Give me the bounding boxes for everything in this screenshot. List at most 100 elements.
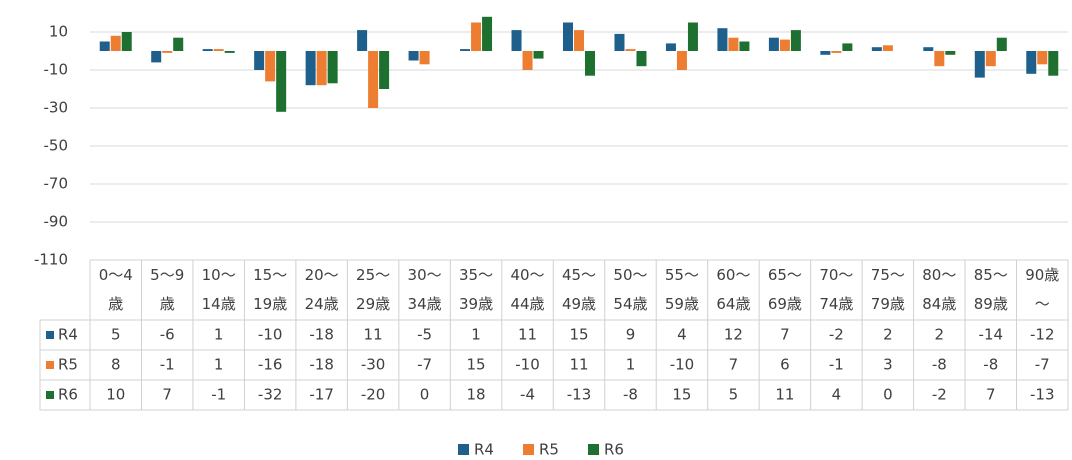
bar <box>327 51 338 84</box>
table-legend-key <box>46 331 54 339</box>
bar <box>482 16 493 51</box>
table-value: 4 <box>677 326 687 344</box>
bar <box>511 30 522 51</box>
table-value: 2 <box>883 326 893 344</box>
table-legend-key <box>46 391 54 399</box>
table-value: -20 <box>361 386 386 404</box>
bar <box>625 49 636 51</box>
bar <box>408 51 419 61</box>
x-tick-label: 45～ 49歳 <box>562 266 596 313</box>
table-value: 1 <box>471 326 481 344</box>
table-value: -16 <box>258 356 283 374</box>
table-value: 11 <box>775 386 794 404</box>
table-value: -30 <box>361 356 386 374</box>
x-tick-label: 50～ 54歳 <box>613 266 647 313</box>
table-value: 3 <box>883 356 893 374</box>
table-value: 18 <box>467 386 486 404</box>
bar <box>121 32 132 51</box>
table-value: 8 <box>111 356 121 374</box>
bar <box>768 37 779 51</box>
bar <box>460 49 471 51</box>
y-tick-label: -70 <box>44 175 69 193</box>
bar <box>574 30 584 51</box>
table-value: -10 <box>670 356 695 374</box>
bar <box>728 37 739 51</box>
table-value: 11 <box>569 356 588 374</box>
bar <box>471 22 482 51</box>
bar <box>687 22 698 51</box>
legend-key <box>458 444 469 455</box>
bar <box>923 47 934 51</box>
table-value: -17 <box>309 386 334 404</box>
x-tick-label: 75～ 79歳 <box>871 266 905 313</box>
table-value: 7 <box>162 386 172 404</box>
table-value: -13 <box>1030 386 1055 404</box>
x-tick-label: 55～ 59歳 <box>665 266 699 313</box>
table-value: -2 <box>829 326 844 344</box>
x-tick-label: 65～ 69歳 <box>768 266 802 313</box>
bar <box>585 51 595 76</box>
bar <box>151 51 162 63</box>
bar <box>110 35 121 51</box>
table-value: 11 <box>364 326 383 344</box>
bar <box>419 51 430 65</box>
y-tick-label: 30 <box>49 0 68 3</box>
x-tick-label: 60～ 64歳 <box>716 266 750 313</box>
table-value: -8 <box>983 356 998 374</box>
legend-label: R6 <box>604 441 624 459</box>
x-tick-label: 80～ 84歳 <box>922 266 956 313</box>
table-value: -8 <box>932 356 947 374</box>
bar <box>717 28 728 51</box>
bar <box>996 37 1007 51</box>
table-value: -18 <box>309 356 334 374</box>
x-tick-label: 5～9 歳 <box>150 266 184 313</box>
table-series-name: R5 <box>58 356 78 374</box>
table-value: 5 <box>729 386 739 404</box>
table-value: 6 <box>780 356 790 374</box>
table-value: 7 <box>729 356 739 374</box>
x-tick-label: 70～ 74歳 <box>819 266 853 313</box>
table-value: -8 <box>623 386 638 404</box>
bar <box>1026 51 1037 74</box>
bar <box>173 37 184 51</box>
table-legend-key <box>46 361 54 369</box>
bar <box>882 45 893 51</box>
table-value: 1 <box>214 326 224 344</box>
x-tick-label: 20～ 24歳 <box>305 266 339 313</box>
table-value: -12 <box>1030 326 1055 344</box>
bar <box>614 33 625 51</box>
bar <box>224 51 235 53</box>
bar <box>533 51 544 59</box>
bar <box>213 49 224 51</box>
table-value: -1 <box>829 356 844 374</box>
table-value: 0 <box>883 386 893 404</box>
table-value: 12 <box>724 326 743 344</box>
bar <box>945 51 956 55</box>
bar <box>739 41 750 51</box>
bar <box>842 43 853 51</box>
bar <box>974 51 985 78</box>
bar <box>99 41 110 51</box>
table-value: 1 <box>626 356 636 374</box>
x-tick-label: 40～ 44歳 <box>510 266 544 313</box>
table-value: 15 <box>569 326 588 344</box>
legend-label: R4 <box>474 441 494 459</box>
table-value: -6 <box>160 326 175 344</box>
table-value: -4 <box>520 386 535 404</box>
table-value: -10 <box>258 326 283 344</box>
table-value: -7 <box>417 356 432 374</box>
bar <box>276 51 287 112</box>
x-tick-label: 10～ 14歳 <box>202 266 236 313</box>
x-tick-label: 0～4 歳 <box>99 266 133 313</box>
bar <box>202 49 213 51</box>
bar <box>368 51 379 108</box>
bar <box>831 51 842 53</box>
x-tick-label: 35～ 39歳 <box>459 266 493 313</box>
table-series-name: R4 <box>58 326 78 344</box>
bar <box>676 51 687 70</box>
y-tick-label: -90 <box>44 213 69 231</box>
y-tick-label: 10 <box>49 23 68 41</box>
table-value: 1 <box>214 356 224 374</box>
bar <box>162 51 173 53</box>
